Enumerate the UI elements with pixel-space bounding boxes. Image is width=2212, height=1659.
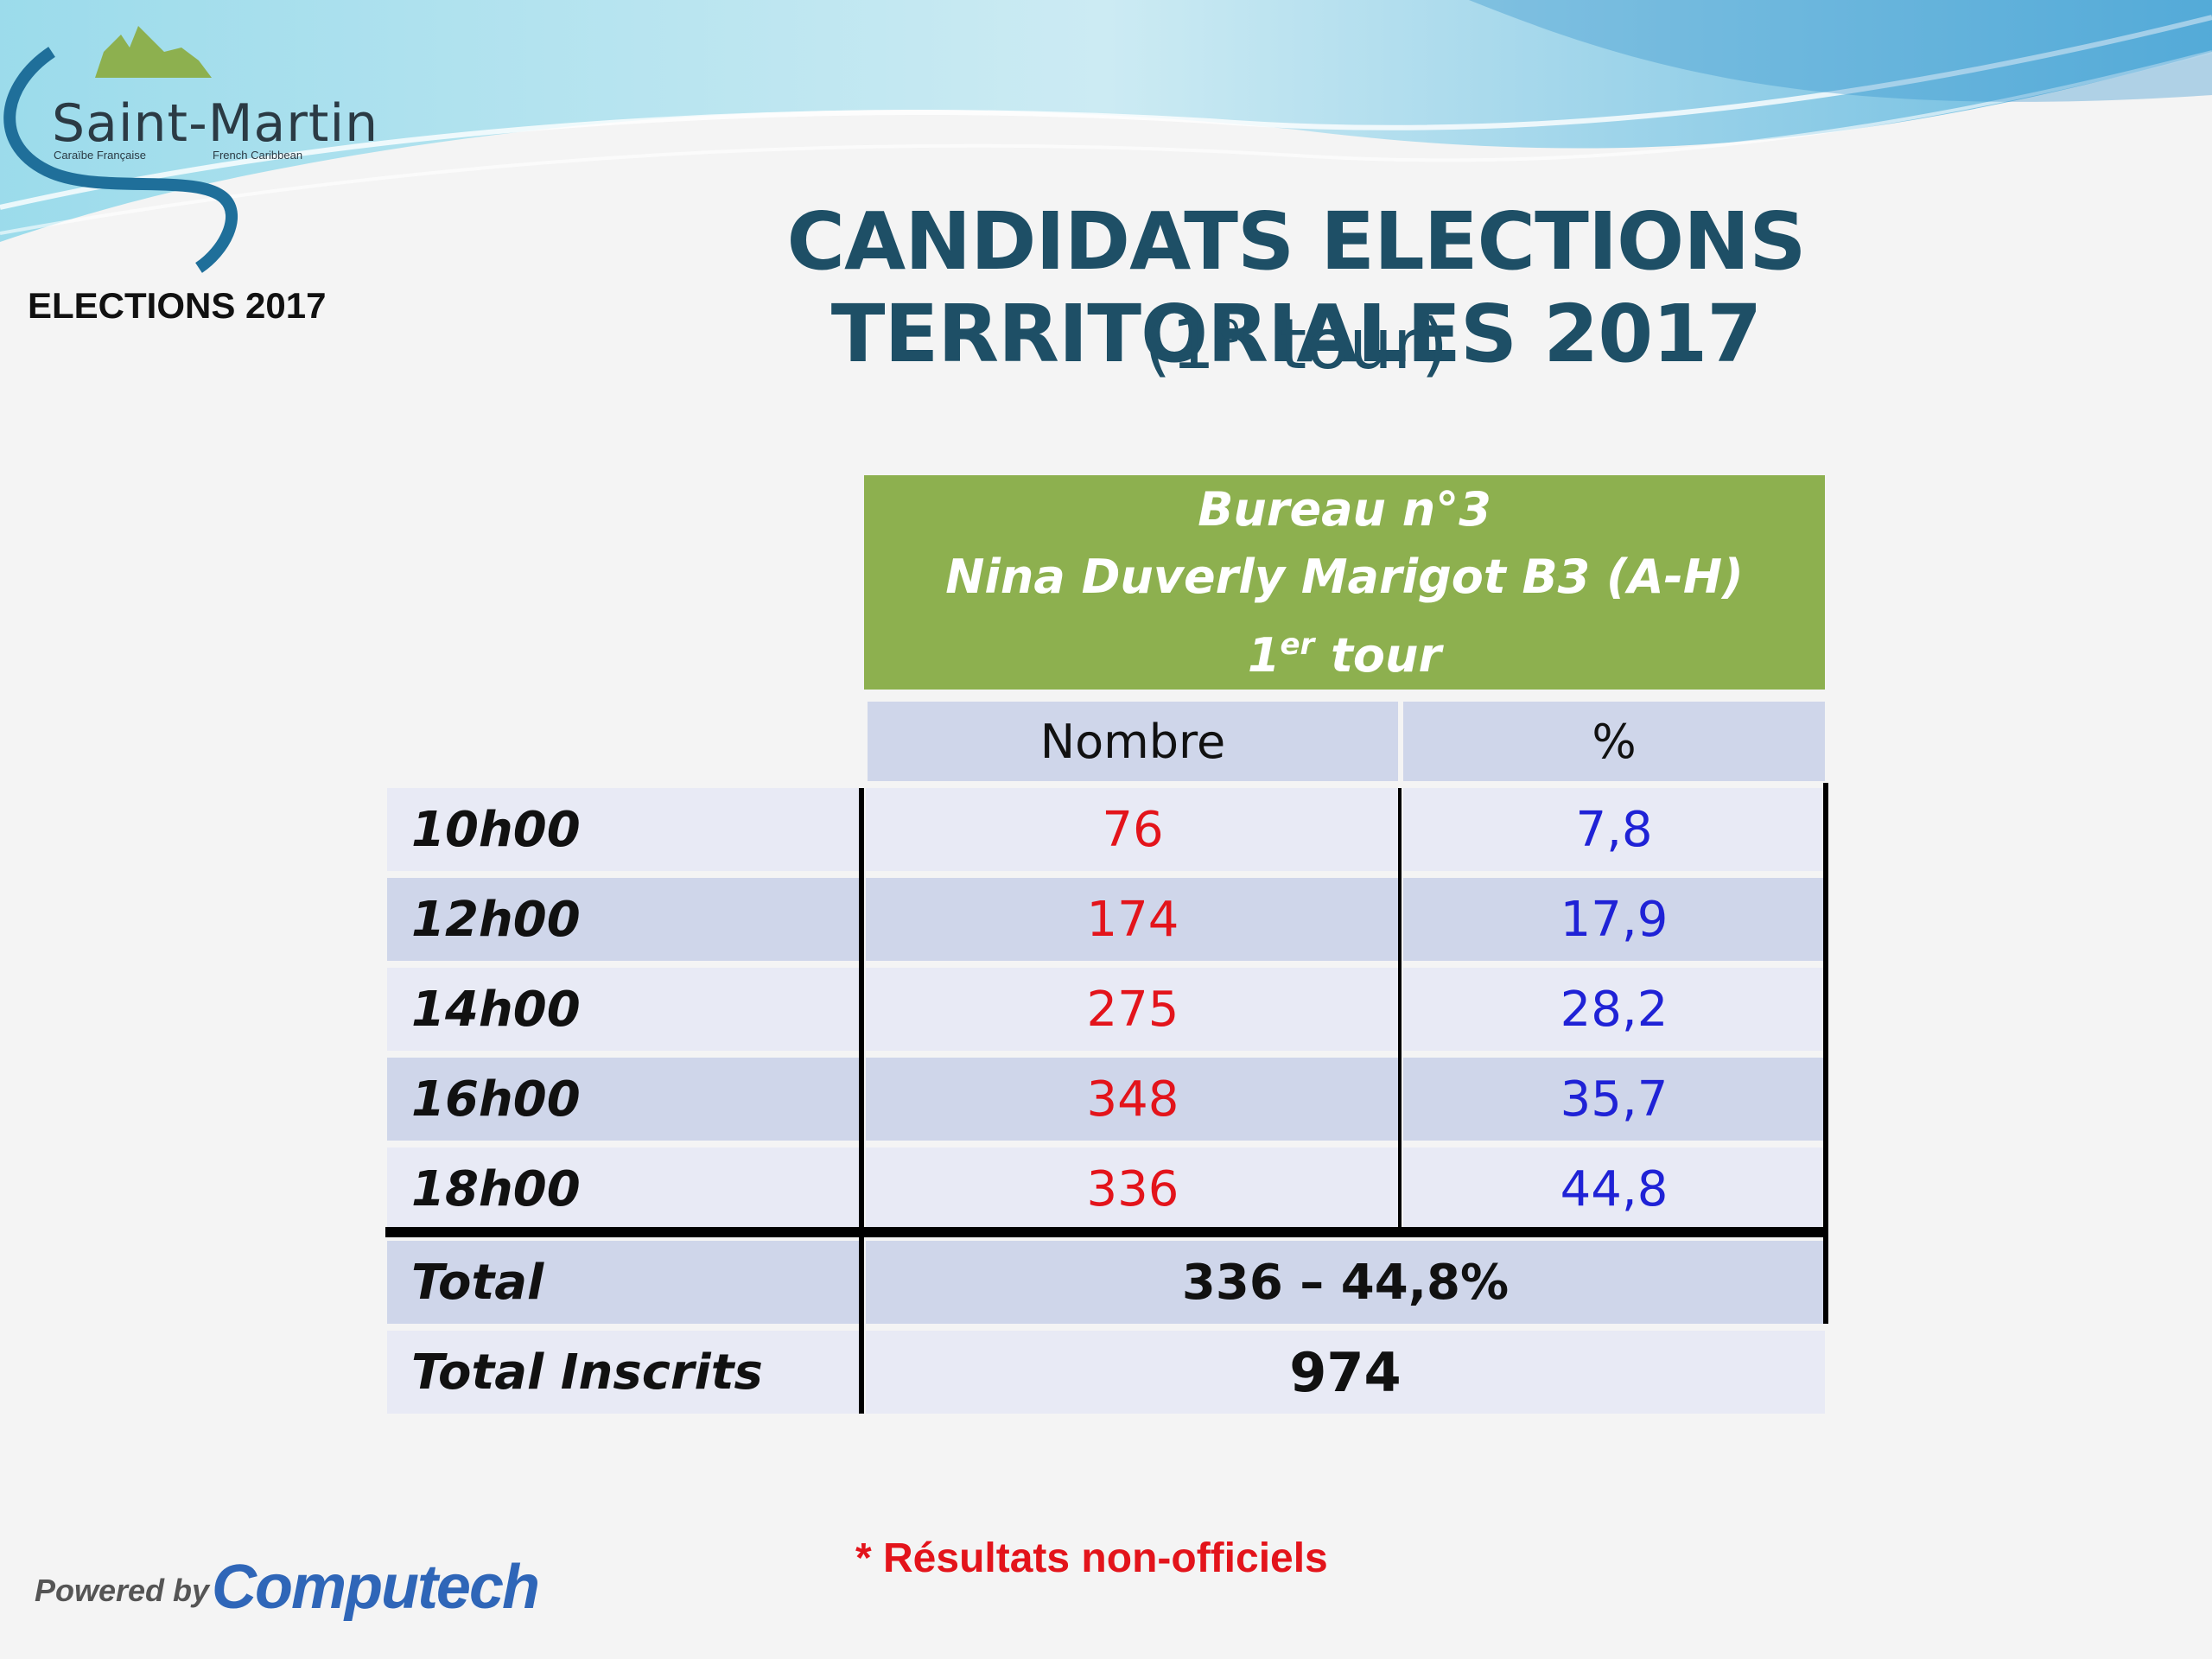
cell-total-inscrits-value: 974	[866, 1331, 1825, 1414]
page-title: CANDIDATS ELECTIONS TERRITORIALES 2017	[786, 195, 1806, 380]
row-label-16h00: 16h00	[387, 1058, 862, 1141]
cell-pct-18h00: 44,8	[1403, 1147, 1825, 1230]
cell-nombre-14h00: 275	[866, 968, 1400, 1051]
cell-nombre-16h00: 348	[866, 1058, 1400, 1141]
row-label-14h00: 14h00	[387, 968, 862, 1051]
table-header-bureau: Bureau n°3 Nina Duverly Marigot B3 (A-H)…	[864, 475, 1825, 690]
cell-pct-10h00: 7,8	[1403, 788, 1825, 871]
computech-logo: Computech	[212, 1553, 540, 1622]
bureau-round: 1er tour	[1247, 626, 1442, 683]
column-header-nombre: Nombre	[868, 702, 1398, 781]
subtitle-open: (1	[1144, 304, 1216, 385]
row-label-12h00: 12h00	[387, 878, 862, 961]
logo-swoosh-icon	[3, 26, 238, 273]
row-label-total: Total	[387, 1241, 862, 1324]
cell-nombre-18h00: 336	[866, 1147, 1400, 1230]
row-label-total-inscrits: Total Inscrits	[387, 1331, 862, 1414]
logo-subtitle-en: French Caribbean	[213, 149, 303, 162]
powered-by-label: Powered by	[35, 1573, 210, 1608]
table-divider-columns	[1398, 788, 1402, 1230]
subtitle-sup: er	[1215, 304, 1258, 353]
column-header-pct: %	[1403, 702, 1825, 781]
cell-pct-14h00: 28,2	[1403, 968, 1825, 1051]
cell-nombre-12h00: 174	[866, 878, 1400, 961]
logo-name: Saint-Martin	[52, 93, 379, 154]
elections-label: ELECTIONS 2017	[28, 285, 327, 326]
cell-pct-12h00: 17,9	[1403, 878, 1825, 961]
saint-martin-logo: Saint-Martin Caraïbe Française French Ca…	[0, 0, 397, 285]
cell-total-value: 336 – 44,8%	[866, 1241, 1825, 1324]
table-total-separator	[385, 1227, 1828, 1237]
page-subtitle: (1er tour)	[432, 304, 2160, 385]
logo-subtitle-fr: Caraïbe Française	[54, 149, 146, 162]
table-border-right	[1823, 783, 1828, 1324]
subtitle-close: tour)	[1257, 304, 1448, 385]
footnote-unofficial: * Résultats non-officiels	[855, 1535, 1328, 1581]
table-divider-label	[859, 788, 864, 1414]
bureau-number: Bureau n°3	[1198, 481, 1491, 537]
cell-pct-16h00: 35,7	[1403, 1058, 1825, 1141]
row-label-10h00: 10h00	[387, 788, 862, 871]
bureau-name: Nina Duverly Marigot B3 (A-H)	[945, 549, 1744, 604]
row-label-18h00: 18h00	[387, 1147, 862, 1230]
cell-nombre-10h00: 76	[866, 788, 1400, 871]
header-wave-decoration	[0, 0, 2212, 242]
